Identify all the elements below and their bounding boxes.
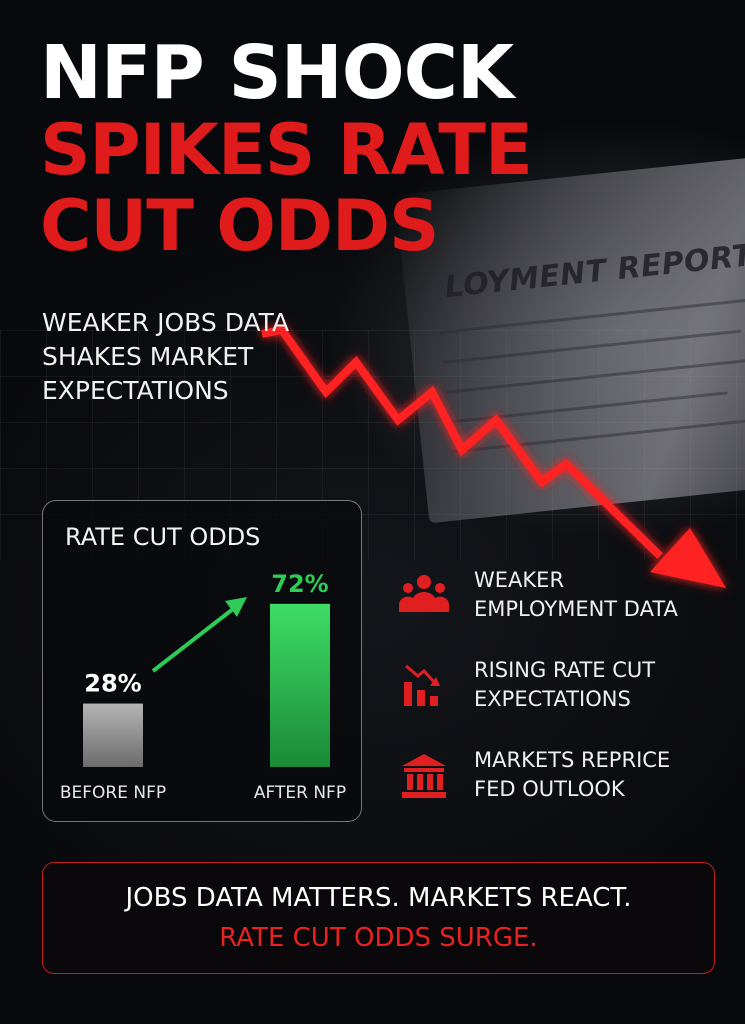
feature-item-rising-expectations: RISING RATE CUT EXPECTATIONS [398, 656, 718, 720]
rate-card-title: RATE CUT ODDS [65, 523, 261, 551]
subtitle-line-3: EXPECTATIONS [42, 376, 229, 405]
feature-line-1: WEAKER [474, 568, 565, 592]
subtitle: WEAKER JOBS DATA SHAKES MARKET EXPECTATI… [42, 306, 289, 408]
feature-item-fed-outlook: MARKETS REPRICE FED OUTLOOK [398, 746, 718, 810]
subtitle-line-1: WEAKER JOBS DATA [42, 308, 290, 337]
document-line [448, 391, 728, 424]
footer-line-1: JOBS DATA MATTERS. MARKETS REACT. [125, 883, 632, 913]
feature-line-1: RISING RATE CUT [474, 658, 656, 682]
document-line [452, 415, 745, 454]
bar-before-nfp [83, 703, 143, 767]
footer-banner: JOBS DATA MATTERS. MARKETS REACT. RATE C… [42, 862, 715, 974]
feature-text: WEAKER EMPLOYMENT DATA [474, 566, 678, 624]
subtitle-line-2: SHAKES MARKET [42, 342, 254, 371]
rate-cut-odds-chart: 28% BEFORE NFP 72% AFTER NFP [60, 570, 346, 803]
feature-text: RISING RATE CUT EXPECTATIONS [474, 656, 655, 714]
headline-line-2: SPIKES RATE [40, 109, 533, 191]
rate-cut-odds-card: RATE CUT ODDS 28% BEFORE NFP 72% AFTER NFP [42, 500, 362, 822]
feature-item-weaker-employment: WEAKER EMPLOYMENT DATA [398, 566, 718, 630]
feature-line-1: MARKETS REPRICE [474, 748, 671, 772]
document-line [439, 295, 745, 335]
value-label: 28% [84, 670, 141, 698]
feature-line-2: EXPECTATIONS [474, 687, 631, 711]
feature-text: MARKETS REPRICE FED OUTLOOK [474, 746, 670, 804]
feature-line-2: EMPLOYMENT DATA [474, 597, 678, 621]
document-line [442, 329, 742, 364]
document-line [445, 354, 745, 394]
people-group-icon [399, 575, 449, 612]
category-label: AFTER NFP [254, 783, 346, 803]
trend-up-arrow-icon [151, 597, 247, 673]
headline-line-3: CUT ODDS [40, 185, 439, 267]
bar-after-nfp [270, 603, 330, 767]
bank-building-icon [402, 754, 446, 798]
headline: NFP SHOCK SPIKES RATE CUT ODDS [40, 30, 533, 267]
value-label: 72% [271, 570, 328, 598]
footer-line-2: RATE CUT ODDS SURGE. [219, 923, 538, 953]
falling-bar-chart-icon [404, 664, 440, 706]
category-label: BEFORE NFP [60, 783, 166, 803]
headline-line-1: NFP SHOCK [40, 30, 514, 116]
feature-line-2: FED OUTLOOK [474, 777, 625, 801]
